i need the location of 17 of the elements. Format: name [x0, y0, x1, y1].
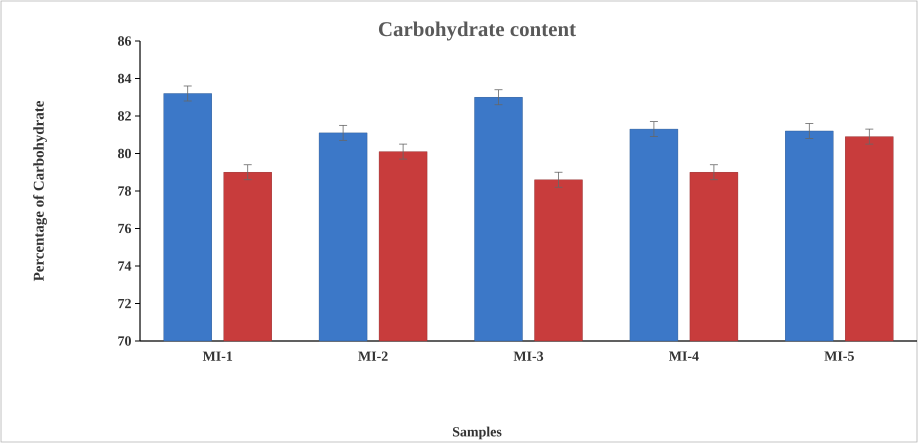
- x-tick-label: MI-1: [202, 351, 232, 361]
- y-tick-label: 74: [118, 261, 132, 271]
- y-tick-label: 80: [118, 148, 131, 158]
- chart-title: Carbohydrate content: [378, 21, 576, 41]
- x-axis-title: Samples: [452, 426, 502, 440]
- y-tick-label: 86: [118, 36, 132, 46]
- x-tick-label: MI-4: [669, 352, 699, 361]
- y-tick-label: 76: [118, 224, 132, 234]
- x-tick-label: MI-2: [358, 352, 388, 361]
- y-axis-title: Percentage of Carbohydrate: [33, 101, 47, 282]
- x-tick-label: MI-3: [514, 352, 544, 361]
- x-tick-label: MI-5: [824, 351, 854, 361]
- y-tick-label: 82: [118, 111, 131, 121]
- y-tick-label: 72: [118, 298, 131, 308]
- y-tick-label: 84: [118, 74, 132, 84]
- y-tick-label: 78: [118, 186, 132, 196]
- y-tick-label: 70: [118, 336, 131, 346]
